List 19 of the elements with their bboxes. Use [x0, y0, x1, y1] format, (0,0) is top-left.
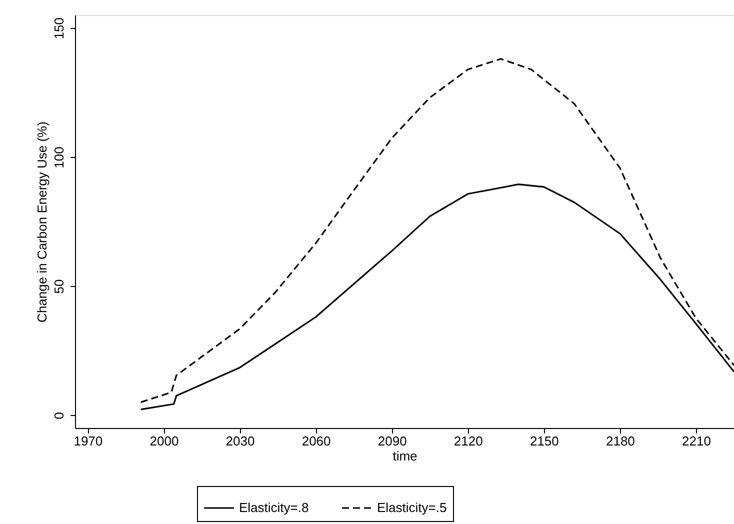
x-tick-label: 2090 [378, 434, 407, 448]
x-tick-label: 2210 [682, 434, 711, 448]
y-axis-title: Change in Carbon Energy Use (%) [34, 122, 50, 322]
x-tick-label: 2180 [606, 434, 635, 448]
x-tick-label: 2000 [150, 434, 179, 448]
legend-label: Elasticity=.8 [239, 500, 309, 515]
x-tick-label: 1970 [74, 434, 103, 448]
y-tick-label: 100 [52, 146, 66, 168]
y-tick-label: 0 [52, 412, 66, 420]
y-tick-label: 50 [52, 279, 66, 294]
line-series [140, 184, 734, 410]
x-tick-label: 2030 [226, 434, 255, 448]
x-tick-label: 2150 [530, 434, 559, 448]
y-tick-label: 150 [52, 18, 66, 40]
line-series [140, 58, 734, 403]
legend-label: Elasticity=.5 [377, 500, 447, 515]
x-tick-label: 2120 [454, 434, 483, 448]
x-tick-label: 2060 [302, 434, 331, 448]
x-axis-title: time [392, 448, 418, 464]
